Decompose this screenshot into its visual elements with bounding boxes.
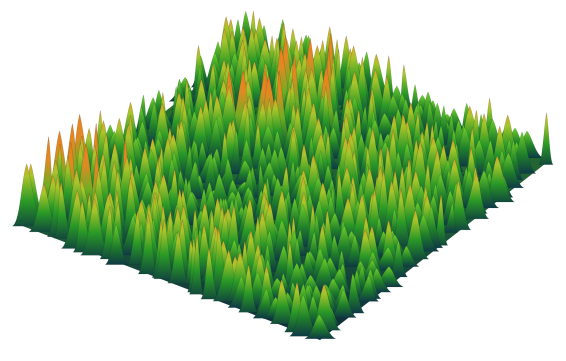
peak [539, 113, 553, 165]
surface-render [0, 0, 566, 361]
page: (() => { const g = document.getElementBy… [0, 0, 566, 361]
peaks [12, 11, 553, 339]
